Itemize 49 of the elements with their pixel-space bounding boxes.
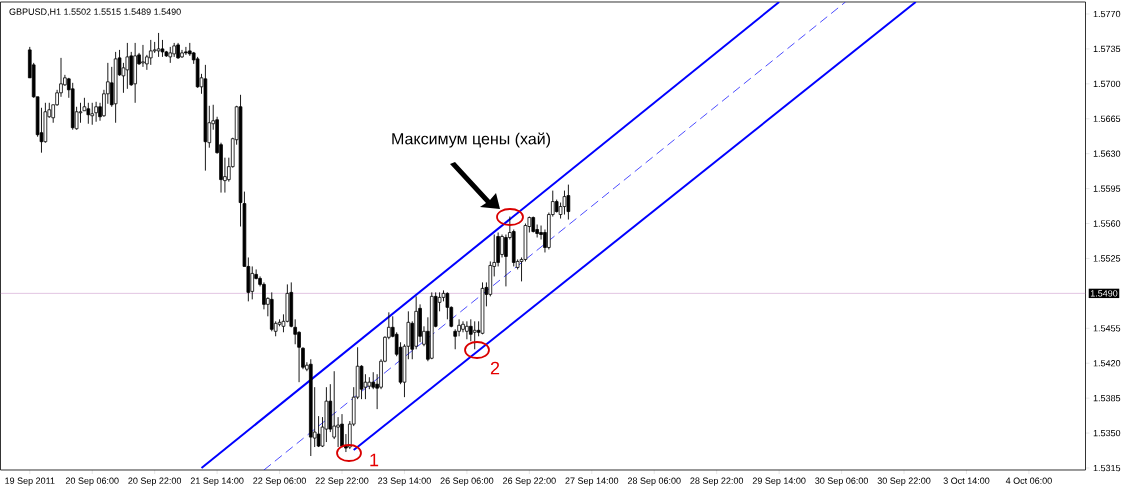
y-tick-label: 1.5455 — [1093, 325, 1121, 332]
y-tick-label: 1.5420 — [1093, 360, 1121, 367]
x-tick-label: 3 Oct 14:00 — [943, 477, 990, 484]
y-tick-label: 1.5770 — [1093, 10, 1121, 18]
candlestick — [359, 364, 364, 400]
candlestick — [94, 101, 98, 123]
y-tick-label: 1.5350 — [1093, 429, 1121, 437]
text: GBPUSD,H1 1.5502 1.5515 1.5489 1.5490 — [9, 8, 181, 16]
x-tick-label: 20 Sep 06:00 — [65, 477, 119, 486]
y-tick-label: 1.5525 — [1093, 255, 1121, 262]
candlestick — [316, 415, 321, 448]
candlestick — [562, 190, 567, 215]
candlestick — [86, 102, 91, 125]
annotation: 2 — [490, 361, 500, 375]
y-tick-label: 1.5700 — [1093, 80, 1121, 88]
candlestick — [141, 44, 145, 68]
x-tick-label: 4 Oct 06:00 — [1005, 477, 1052, 484]
x-tick-label: 19 Sep 2011 — [5, 477, 55, 486]
y-tick-label: 1.5560 — [1093, 220, 1121, 227]
x-tick-label: 27 Sep 14:00 — [565, 477, 619, 486]
y-tick-label: 1.5315 — [1093, 464, 1121, 472]
x-tick-label: 29 Sep 14:00 — [752, 477, 806, 486]
candlestick — [566, 184, 571, 220]
x-tick-label: 23 Sep 14:00 — [378, 477, 431, 486]
annotation: 1 — [370, 453, 379, 467]
annotation: Максимум цены (хай) — [392, 132, 551, 148]
x-tick-label: 22 Sep 06:00 — [253, 477, 306, 486]
x-tick-label: 30 Sep 06:00 — [815, 477, 868, 486]
y-tick-label: 1.5595 — [1093, 185, 1121, 192]
x-tick-label: 26 Sep 22:00 — [503, 477, 556, 486]
candlestick — [340, 413, 344, 448]
candlestick — [250, 265, 255, 300]
x-tick-label: 21 Sep 14:00 — [190, 477, 244, 486]
x-tick-label: 20 Sep 22:00 — [128, 477, 182, 486]
x-tick-label: 22 Sep 22:00 — [315, 477, 369, 486]
y-tick-label: 1.5665 — [1093, 115, 1121, 122]
y-tick-label: 1.5385 — [1093, 394, 1121, 402]
candlestick — [472, 320, 477, 350]
y-tick-label: 1.5630 — [1093, 150, 1121, 157]
candlestick — [465, 320, 469, 340]
candlestick — [184, 46, 188, 56]
ref-line-label: 1.5490 — [1090, 290, 1118, 297]
candlestick — [148, 39, 153, 66]
x-tick-label: 30 Sep 22:00 — [877, 477, 931, 486]
candlestick — [90, 102, 95, 126]
x-tick-label: 28 Sep 06:00 — [627, 477, 681, 486]
x-tick-label: 28 Sep 22:00 — [690, 477, 744, 486]
y-tick-label: 1.5735 — [1093, 45, 1121, 53]
x-tick-label: 26 Sep 06:00 — [440, 477, 494, 486]
